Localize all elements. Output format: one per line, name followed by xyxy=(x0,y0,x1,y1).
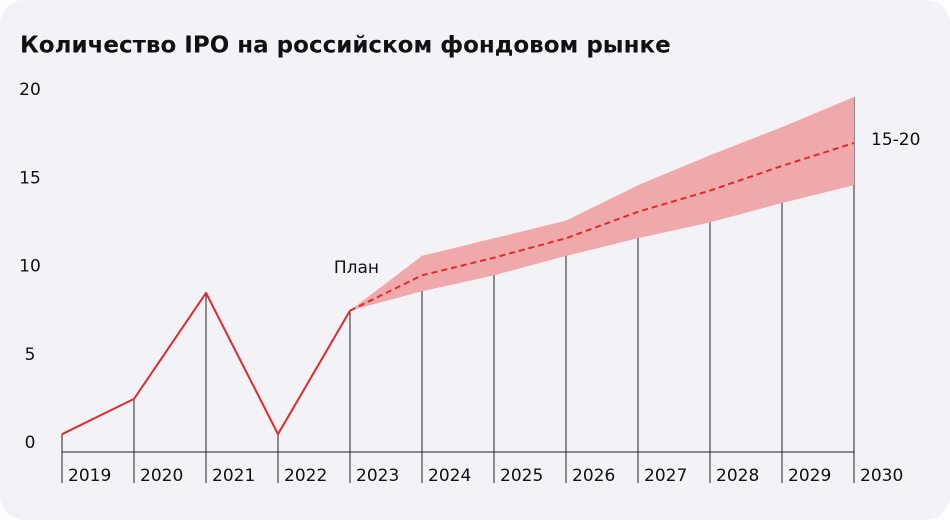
chart-title: Количество IPO на российском фондовом ры… xyxy=(20,33,671,59)
y-tick-label: 0 xyxy=(25,433,36,453)
x-tick-label: 2021 xyxy=(212,466,255,486)
x-tick-label: 2028 xyxy=(716,466,759,486)
x-tick-label: 2022 xyxy=(284,466,327,486)
y-tick-label: 5 xyxy=(25,345,36,365)
series-line xyxy=(61,291,351,436)
x-tick-label: 2023 xyxy=(356,466,399,486)
y-tick-label: 15 xyxy=(19,168,41,188)
annotation: 15-20 xyxy=(871,130,920,150)
x-tick-label: 2020 xyxy=(140,466,183,486)
x-tick-label: 2025 xyxy=(500,466,543,486)
forecast-band xyxy=(350,97,854,311)
y-tick-label: 20 xyxy=(19,80,41,100)
series-line xyxy=(349,141,855,312)
annotation: План xyxy=(334,258,379,278)
x-tick-label: 2027 xyxy=(644,466,687,486)
x-tick-label: 2019 xyxy=(68,466,111,486)
y-tick-label: 10 xyxy=(19,257,41,277)
x-tick-label: 2030 xyxy=(860,466,903,486)
x-tick-label: 2026 xyxy=(572,466,615,486)
x-tick-label: 2024 xyxy=(428,466,471,486)
x-tick-label: 2029 xyxy=(788,466,831,486)
